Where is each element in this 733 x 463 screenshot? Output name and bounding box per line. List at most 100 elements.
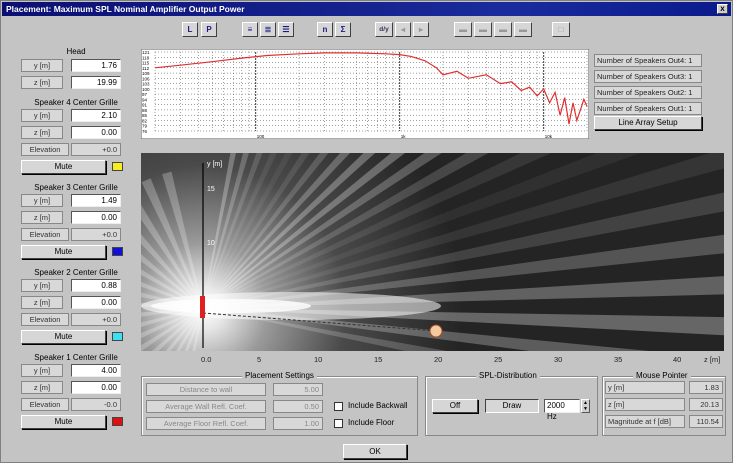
toolbar-disabled3-icon: ▬	[454, 22, 472, 37]
toolbar-layout3-icon[interactable]: ☰	[278, 22, 294, 37]
speaker-color-swatch[interactable]	[112, 332, 123, 341]
toolbar-n-button[interactable]: n	[317, 22, 333, 37]
main-lobe-core	[151, 299, 311, 313]
speaker-z-field[interactable]: 0.00	[71, 296, 121, 309]
toolbar-layout2-icon[interactable]: ≣	[260, 22, 276, 37]
toolbar-disabled1-icon: ◂	[395, 22, 411, 37]
speaker-color-swatch[interactable]	[112, 247, 123, 256]
plot-x-tick: 40	[673, 355, 682, 364]
mouse-pointer-title: Mouse Pointer	[633, 371, 691, 380]
speaker-z-field[interactable]: 0.00	[71, 381, 121, 394]
freq-x-tick: 10k	[545, 134, 553, 139]
freq-y-tick: 76	[142, 129, 148, 134]
speaker-elevation-label: Elevation	[21, 313, 69, 326]
speaker-z-label: z [m]	[21, 381, 63, 394]
speaker-y-label: y [m]	[21, 194, 63, 207]
speaker-mute-button[interactable]: Mute	[21, 245, 106, 259]
freq-y-tick: 121	[142, 50, 150, 55]
freq-y-tick: 109	[142, 71, 150, 76]
include-backwall-checkbox[interactable]	[334, 402, 343, 411]
speaker-z-field[interactable]: 0.00	[71, 211, 121, 224]
speaker-color-swatch[interactable]	[112, 417, 123, 426]
speaker-z-label: z [m]	[21, 211, 63, 224]
spl-distribution-title: SPL-Distribution	[476, 371, 540, 380]
head-z-field[interactable]: 19.99	[71, 76, 121, 89]
freq-y-tick: 115	[142, 61, 150, 66]
speaker-block-title: Speaker 4 Center Grille	[34, 98, 118, 107]
speaker-elevation-field[interactable]: +0.0	[71, 143, 121, 156]
freq-y-tick: 118	[142, 55, 150, 60]
freq-y-tick: 97	[142, 92, 148, 97]
freq-y-tick: 82	[142, 119, 148, 124]
spl-distribution-plot[interactable]: y [m] 15 10	[141, 153, 724, 351]
freq-x-tick: 1k	[401, 134, 407, 139]
plot-y-tick-10: 10	[207, 240, 215, 247]
spl-off-button[interactable]: Off	[432, 399, 478, 413]
speaker-elevation-field[interactable]: -0.0	[71, 398, 121, 411]
speaker-block-title: Speaker 1 Center Grille	[34, 353, 118, 362]
plot-y-tick-15: 15	[207, 186, 215, 193]
ok-button[interactable]: OK	[343, 444, 407, 459]
speaker-block-title: Speaker 3 Center Grille	[34, 183, 118, 192]
freq-y-tick: 106	[142, 76, 150, 81]
include-backwall-label: Include Backwall	[348, 401, 408, 410]
toolbar-sigma-button[interactable]: Σ	[335, 22, 351, 37]
magnitude-label: Magnitude at f [dB]	[605, 415, 685, 428]
placement-settings-group: Placement Settings	[141, 371, 418, 436]
spl-distribution-group: SPL-Distribution	[425, 371, 598, 436]
plot-x-tick: 5	[257, 355, 262, 364]
magnitude-value: 110.54	[689, 415, 723, 428]
speakers-out4-label: Number of Speakers Out4: 1	[594, 54, 702, 67]
plot-y-axis-label: y [m]	[207, 161, 222, 168]
speaker-elevation-label: Elevation	[21, 398, 69, 411]
line-array-setup-button[interactable]: Line Array Setup	[594, 116, 702, 130]
freq-y-tick: 100	[142, 87, 150, 92]
speaker-elevation-field[interactable]: +0.0	[71, 228, 121, 241]
speaker-elevation-field[interactable]: +0.0	[71, 313, 121, 326]
toolbar-disabled4-icon: ▬	[474, 22, 492, 37]
speaker-block-title: Speaker 2 Center Grille	[34, 268, 118, 277]
freq-y-tick: 112	[142, 66, 150, 71]
include-floor-checkbox[interactable]	[334, 419, 343, 428]
freq-y-tick: 94	[142, 97, 148, 102]
toolbar-disabled7-icon: □	[552, 22, 570, 37]
speaker-color-swatch[interactable]	[112, 162, 123, 171]
speaker-stack-icon	[200, 296, 205, 318]
plot-x-tick: 15	[374, 355, 383, 364]
speaker-mute-button[interactable]: Mute	[21, 415, 106, 429]
frequency-response-chart: 1211181151121091061031009794918885827976…	[141, 49, 589, 139]
frequency-spin-icon[interactable]: ▲ ▼	[581, 399, 590, 413]
toolbar-dy-button[interactable]: d/y	[375, 22, 393, 37]
frequency-response-line	[154, 52, 588, 125]
speaker-y-field[interactable]: 0.88	[71, 279, 121, 292]
speaker-mute-button[interactable]: Mute	[21, 160, 106, 174]
toolbar-disabled6-icon: ▬	[514, 22, 532, 37]
speaker-z-field[interactable]: 0.00	[71, 126, 121, 139]
toolbar-p-button[interactable]: P	[201, 22, 217, 37]
head-y-field[interactable]: 1.76	[71, 59, 121, 72]
window-title: Placement: Maximum SPL Nominal Amplifier…	[6, 4, 245, 14]
toolbar-disabled2-icon: ▸	[413, 22, 429, 37]
title-bar: Placement: Maximum SPL Nominal Amplifier…	[2, 2, 731, 16]
speaker-y-field[interactable]: 2.10	[71, 109, 121, 122]
floor-refl-coef-field: 1.00	[273, 417, 323, 430]
toolbar-l-button[interactable]: L	[182, 22, 198, 37]
head-marker-icon[interactable]	[429, 324, 443, 338]
speaker-y-field[interactable]: 4.00	[71, 364, 121, 377]
speaker-mute-button[interactable]: Mute	[21, 330, 106, 344]
freq-x-tick: 100	[257, 134, 265, 139]
speaker-elevation-label: Elevation	[21, 143, 69, 156]
plot-x-tick: 35	[614, 355, 623, 364]
close-button[interactable]: x	[717, 4, 728, 14]
plot-x-tick: 0.0	[201, 355, 212, 364]
speaker-y-field[interactable]: 1.49	[71, 194, 121, 207]
plot-x-tick: 10	[314, 355, 323, 364]
toolbar-layout1-icon[interactable]: ≡	[242, 22, 258, 37]
head-title: Head	[66, 47, 86, 56]
distance-to-wall-label: Distance to wall	[146, 383, 266, 396]
spl-draw-button[interactable]: Draw	[485, 399, 539, 413]
spl-frequency-field[interactable]: 2000 Hz	[544, 399, 580, 421]
speaker-elevation-label: Elevation	[21, 228, 69, 241]
speaker-y-label: y [m]	[21, 109, 63, 122]
